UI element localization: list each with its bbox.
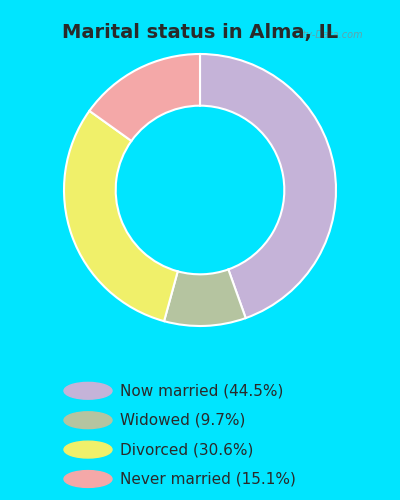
Text: Never married (15.1%): Never married (15.1%) — [120, 472, 296, 486]
Circle shape — [64, 441, 112, 458]
Circle shape — [64, 412, 112, 428]
Text: Divorced (30.6%): Divorced (30.6%) — [120, 442, 253, 457]
Text: Now married (44.5%): Now married (44.5%) — [120, 384, 283, 398]
Wedge shape — [164, 270, 246, 326]
Text: City-Data.com: City-Data.com — [294, 30, 363, 40]
Wedge shape — [200, 54, 336, 318]
Circle shape — [64, 470, 112, 488]
Circle shape — [64, 382, 112, 399]
Wedge shape — [89, 54, 200, 141]
Text: Marital status in Alma, IL: Marital status in Alma, IL — [62, 23, 338, 42]
Text: Widowed (9.7%): Widowed (9.7%) — [120, 412, 245, 428]
Wedge shape — [64, 111, 178, 321]
